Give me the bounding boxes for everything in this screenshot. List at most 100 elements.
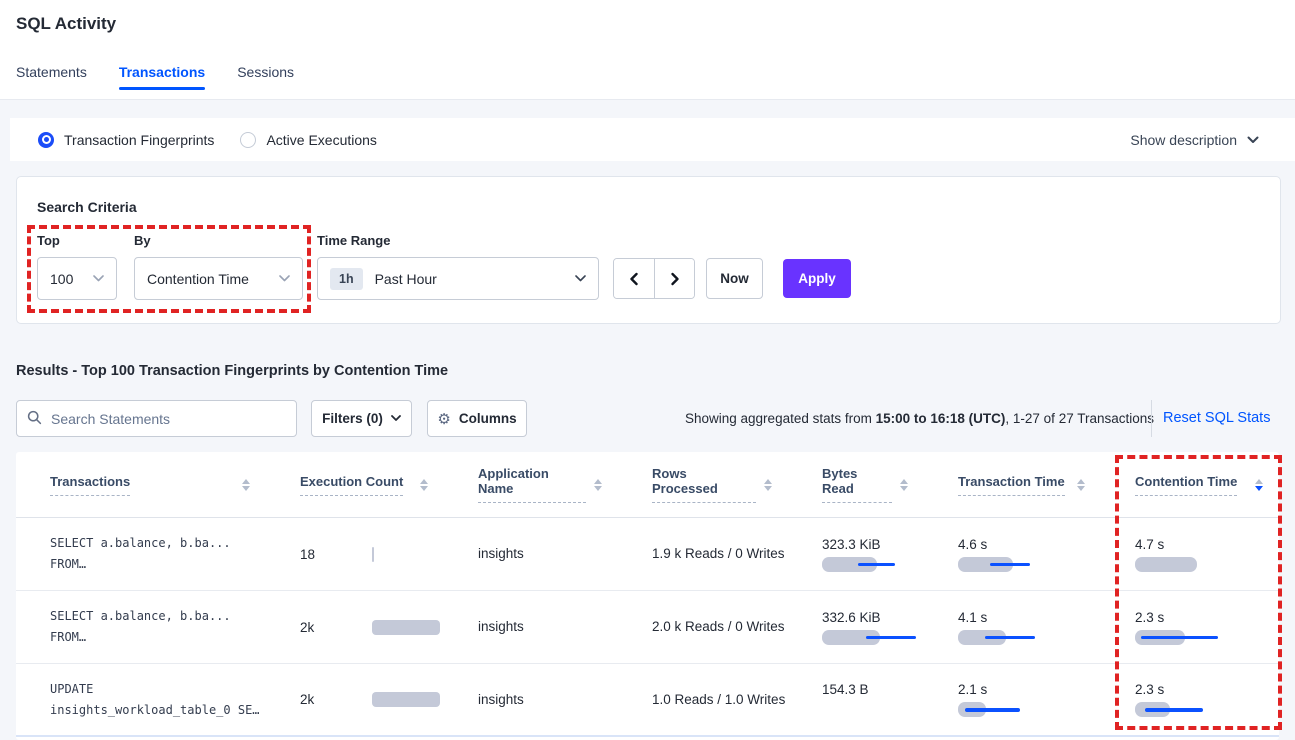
- sort-icon[interactable]: [1255, 478, 1263, 491]
- tab-transactions[interactable]: Transactions: [118, 64, 206, 99]
- radio-active-executions[interactable]: Active Executions: [240, 131, 377, 148]
- sort-icon[interactable]: [420, 478, 428, 491]
- time-range-field-label: Time Range: [317, 233, 391, 248]
- application-name-value: insights: [478, 619, 524, 634]
- sort-down-arrow: [242, 485, 250, 491]
- execution-count-bar: [372, 546, 374, 562]
- prev-time-button[interactable]: [614, 259, 654, 298]
- radio-transaction-fingerprints[interactable]: Transaction Fingerprints: [38, 131, 215, 148]
- sort-up-arrow: [420, 478, 428, 484]
- top-select[interactable]: 100: [37, 257, 117, 300]
- column-header[interactable]: Bytes Read: [788, 466, 924, 503]
- transaction-cell[interactable]: UPDATE insights_workload_table_0 SE…: [16, 679, 266, 721]
- by-select[interactable]: Contention Time: [134, 257, 303, 300]
- radio-unselected-icon[interactable]: [240, 131, 257, 148]
- chevron-down-icon: [1247, 136, 1259, 143]
- filters-label: Filters (0): [322, 411, 383, 426]
- stddev-line: [965, 708, 1020, 712]
- results-heading: Results - Top 100 Transaction Fingerprin…: [16, 363, 449, 379]
- transaction-statement-line1: SELECT a.balance, b.ba...: [50, 536, 231, 550]
- tab-sessions[interactable]: Sessions: [237, 64, 295, 80]
- search-criteria-heading: Search Criteria: [37, 199, 137, 215]
- execution-count-cell: 2k: [266, 619, 444, 635]
- search-icon: [27, 410, 42, 425]
- column-header[interactable]: Contention Time: [1101, 474, 1279, 496]
- by-field-label: By: [134, 233, 151, 248]
- columns-button[interactable]: ⚙ Columns: [427, 400, 527, 437]
- show-description-label: Show description: [1130, 131, 1237, 148]
- transaction-time-cell: 2.1 s: [924, 682, 1101, 717]
- execution-count-cell: 18: [266, 546, 444, 562]
- column-header-label: Execution Count: [300, 474, 404, 496]
- sort-icon[interactable]: [900, 478, 908, 491]
- reset-sql-stats-link[interactable]: Reset SQL Stats: [1163, 410, 1271, 426]
- stats-time-range: 15:00 to 16:18 (UTC): [875, 411, 1006, 426]
- bar: [958, 556, 1013, 572]
- top-select-value: 100: [50, 270, 74, 287]
- bytes-read-bar-track: [822, 556, 934, 572]
- columns-label: Columns: [458, 411, 517, 426]
- transaction-time-bar-track: [958, 702, 1070, 717]
- stddev-line: [990, 562, 1030, 566]
- transaction-cell[interactable]: SELECT a.balance, b.ba... FROM…: [16, 533, 266, 575]
- stddev-line: [1141, 635, 1218, 639]
- column-header-label: Application Name: [478, 466, 586, 503]
- bar: [822, 556, 877, 572]
- chevron-down-icon: [93, 275, 104, 282]
- bytes-read-value: 323.3 KiB: [822, 536, 881, 552]
- execution-count-value: 18: [300, 546, 316, 562]
- transaction-time-cell: 4.1 s: [924, 610, 1101, 645]
- now-button[interactable]: Now: [706, 258, 763, 299]
- application-name-value: insights: [478, 546, 524, 561]
- rows-processed-cell: 2.0 k Reads / 0 Writes: [618, 618, 788, 636]
- transaction-time-value: 4.1 s: [958, 609, 988, 625]
- column-header-label: Bytes Read: [822, 466, 892, 503]
- execution-count-bar-track: [372, 692, 444, 707]
- stats-prefix: Showing aggregated stats from: [685, 411, 876, 426]
- application-name-value: insights: [478, 691, 524, 707]
- table-row[interactable]: SELECT a.balance, b.ba... FROM… 18 insig…: [16, 518, 1279, 591]
- rows-processed-value: 2.0 k Reads / 0 Writes: [652, 619, 785, 634]
- bar: [1135, 556, 1197, 572]
- sort-icon[interactable]: [242, 478, 250, 491]
- application-name-cell: insights: [444, 691, 618, 709]
- rows-processed-cell: 1.0 Reads / 1.0 Writes: [618, 691, 788, 709]
- sort-icon[interactable]: [594, 478, 602, 491]
- column-header[interactable]: Application Name: [444, 466, 618, 503]
- chevron-down-icon: [390, 415, 401, 421]
- table-row[interactable]: SELECT a.balance, b.ba... FROM… 2k insig…: [16, 591, 1279, 664]
- transaction-cell[interactable]: SELECT a.balance, b.ba... FROM…: [16, 606, 266, 648]
- column-header[interactable]: Transactions: [16, 474, 266, 496]
- table-row[interactable]: UPDATE insights_workload_table_0 SE… 2k …: [16, 664, 1279, 737]
- column-header[interactable]: Execution Count: [266, 474, 444, 496]
- column-header[interactable]: Rows Processed: [618, 466, 788, 503]
- sort-up-arrow: [594, 478, 602, 484]
- transaction-time-value: 4.6 s: [958, 536, 988, 552]
- view-toggle-bar: Transaction Fingerprints Active Executio…: [10, 118, 1295, 161]
- application-name-cell: insights: [444, 545, 618, 563]
- radio-selected-icon[interactable]: [38, 131, 54, 148]
- column-header[interactable]: Transaction Time: [924, 474, 1101, 496]
- chevron-down-icon: [279, 275, 290, 282]
- top-field-label: Top: [37, 233, 60, 248]
- apply-button[interactable]: Apply: [783, 259, 851, 298]
- transaction-statement-line1: UPDATE: [50, 681, 94, 696]
- rows-processed-value: 1.9 k Reads / 0 Writes: [652, 546, 785, 561]
- transactions-table: Transactions Execution Count Application…: [16, 452, 1279, 740]
- radio-label: Transaction Fingerprints: [64, 131, 215, 148]
- time-range-select[interactable]: 1h Past Hour: [317, 257, 599, 300]
- show-description-toggle[interactable]: Show description: [1130, 118, 1259, 161]
- tab-statements[interactable]: Statements: [16, 64, 87, 80]
- filters-button[interactable]: Filters (0): [311, 400, 412, 437]
- table-header-row: Transactions Execution Count Application…: [16, 452, 1279, 518]
- contention-time-cell: 4.7 s: [1101, 537, 1279, 572]
- sort-icon[interactable]: [1077, 478, 1085, 491]
- next-time-button[interactable]: [654, 259, 694, 298]
- sort-icon[interactable]: [764, 478, 772, 491]
- aggregated-stats-text: Showing aggregated stats from 15:00 to 1…: [685, 411, 1154, 426]
- search-input[interactable]: [16, 400, 297, 437]
- contention-time-bar-track: [1135, 629, 1247, 645]
- chevron-right-icon: [670, 272, 679, 285]
- rows-processed-value: 1.0 Reads / 1.0 Writes: [652, 691, 786, 707]
- transaction-time-cell: 4.6 s: [924, 537, 1101, 572]
